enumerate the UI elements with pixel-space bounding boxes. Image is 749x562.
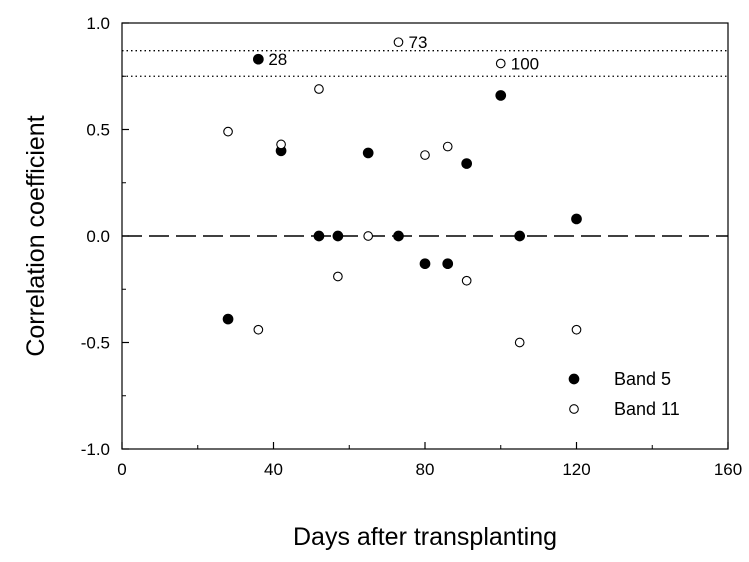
x-tick-label: 0 <box>117 460 126 479</box>
point-band-5 <box>362 147 374 159</box>
data-points <box>222 37 582 348</box>
annotations: 28 73 100 <box>268 33 539 73</box>
point-band-5 <box>461 158 473 169</box>
point-band-11 <box>276 139 286 150</box>
point-band-5 <box>313 230 325 242</box>
point-band-5 <box>253 53 264 65</box>
y-axis: -1.0 -0.5 0.0 0.5 1.0 <box>81 14 129 459</box>
point-band-5 <box>419 258 431 270</box>
y-tick-label: 0.5 <box>86 121 110 140</box>
point-band-5 <box>442 258 454 270</box>
point-band-5 <box>222 313 234 325</box>
point-band-5 <box>571 213 582 225</box>
point-annotation: 28 <box>268 50 287 69</box>
legend-label-band-5: Band 5 <box>614 369 671 389</box>
point-band-11 <box>420 150 430 160</box>
y-tick-label: -0.5 <box>81 334 110 353</box>
point-band-11 <box>223 126 233 137</box>
point-band-11 <box>314 84 324 94</box>
point-band-11 <box>461 275 472 286</box>
point-band-5 <box>332 230 344 242</box>
x-tick-label: 80 <box>416 460 435 479</box>
x-tick-label: 120 <box>562 460 590 479</box>
y-tick-label: 1.0 <box>86 14 110 33</box>
point-band-11 <box>393 37 404 48</box>
x-axis-title: Days after transplanting <box>293 523 557 551</box>
y-axis-title: Correlation coefficient <box>22 115 50 356</box>
x-tick-label: 40 <box>264 460 283 479</box>
legend-label-band-11: Band 11 <box>614 399 680 419</box>
point-annotation: 73 <box>408 33 427 52</box>
point-annotation: 100 <box>511 54 539 73</box>
legend: Band 5 Band 11 <box>568 369 680 419</box>
point-band-5 <box>393 230 404 242</box>
point-band-11 <box>253 324 264 335</box>
point-band-11 <box>514 337 525 348</box>
x-axis: 0 40 80 120 160 <box>117 442 742 479</box>
legend-marker-band-11 <box>569 404 579 414</box>
point-band-5 <box>495 90 507 101</box>
point-band-11 <box>495 58 506 69</box>
reference-lines <box>122 50 728 237</box>
legend-marker-band-5 <box>568 373 580 385</box>
point-band-5 <box>514 230 526 242</box>
x-tick-label: 160 <box>714 460 742 479</box>
point-band-11 <box>363 231 374 241</box>
y-tick-label: 0.0 <box>86 227 110 246</box>
point-band-11 <box>442 141 453 152</box>
point-band-11 <box>571 324 582 335</box>
point-band-11 <box>333 271 343 282</box>
y-tick-label: -1.0 <box>81 440 110 459</box>
